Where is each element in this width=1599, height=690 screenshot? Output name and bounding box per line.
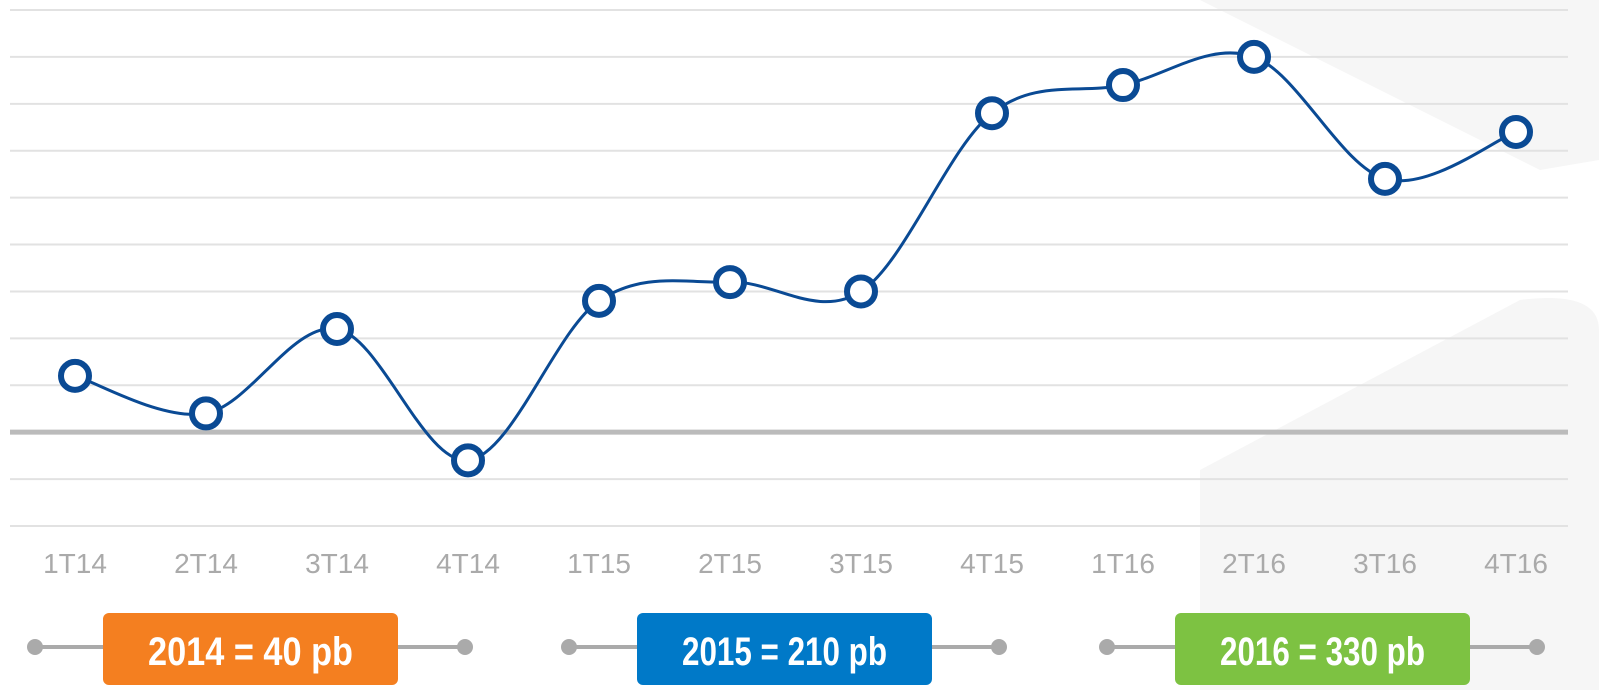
point: [1499, 114, 1533, 149]
line: [74, 51, 1517, 462]
point: [844, 274, 878, 309]
point: [58, 358, 92, 393]
badge-dot: [27, 639, 43, 655]
badge-label: 2014 = 40 pb: [148, 630, 353, 674]
x-tick-label: 2T14: [174, 548, 238, 579]
point: [189, 396, 223, 431]
x-tick-label: 4T16: [1484, 548, 1548, 579]
x-tick-label: 1T14: [43, 548, 107, 579]
point: [1368, 161, 1402, 196]
x-tick-label: 1T15: [567, 548, 631, 579]
badge-dot: [991, 639, 1007, 655]
x-tick-label: 2T15: [698, 548, 762, 579]
point: [582, 283, 616, 318]
background-shape: [1200, 298, 1599, 690]
x-tick-label: 4T15: [960, 548, 1024, 579]
period-badge: 2014 = 40 pb: [27, 613, 473, 685]
badge: [103, 613, 398, 685]
point: [1106, 68, 1140, 103]
point: [975, 96, 1009, 131]
x-tick-label: 3T14: [305, 548, 369, 579]
badge-label: 2015 = 210 pb: [682, 630, 887, 674]
badge: [1175, 613, 1470, 685]
x-tick-label: 2T16: [1222, 548, 1286, 579]
point: [451, 443, 485, 478]
background-shape: [1200, 0, 1599, 170]
badge: [637, 613, 932, 685]
x-tick-label: 4T14: [436, 548, 500, 579]
x-tick-label: 1T16: [1091, 548, 1155, 579]
badge-dot: [457, 639, 473, 655]
point: [320, 311, 354, 346]
badge-dot: [1529, 639, 1545, 655]
x-tick-label: 3T16: [1353, 548, 1417, 579]
period-badge: 2016 = 330 pb: [1099, 613, 1545, 685]
badge-label: 2016 = 330 pb: [1220, 630, 1425, 674]
period-badge: 2015 = 210 pb: [561, 613, 1007, 685]
point: [713, 265, 747, 300]
point: [1237, 39, 1271, 74]
x-tick-label: 3T15: [829, 548, 893, 579]
badge-dot: [1099, 639, 1115, 655]
badge-dot: [561, 639, 577, 655]
